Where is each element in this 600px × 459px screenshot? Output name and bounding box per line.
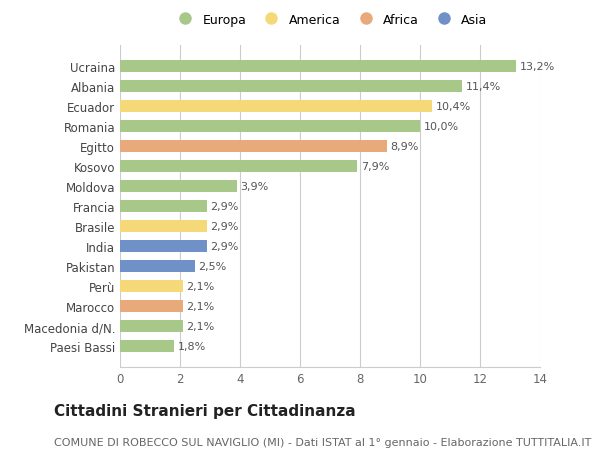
Text: 1,8%: 1,8% bbox=[178, 341, 206, 352]
Text: Cittadini Stranieri per Cittadinanza: Cittadini Stranieri per Cittadinanza bbox=[54, 403, 356, 419]
Text: 2,5%: 2,5% bbox=[199, 262, 227, 272]
Bar bbox=[120, 280, 183, 292]
Text: 3,9%: 3,9% bbox=[241, 182, 269, 191]
Text: 11,4%: 11,4% bbox=[466, 82, 501, 91]
Bar bbox=[120, 121, 420, 133]
Text: 8,9%: 8,9% bbox=[391, 141, 419, 151]
Text: 2,1%: 2,1% bbox=[187, 302, 215, 312]
Bar bbox=[120, 140, 387, 152]
Bar bbox=[120, 180, 237, 192]
Bar bbox=[120, 221, 207, 233]
Bar bbox=[120, 301, 183, 313]
Bar bbox=[120, 241, 207, 252]
Bar bbox=[120, 61, 516, 73]
Bar bbox=[120, 261, 195, 273]
Text: 13,2%: 13,2% bbox=[520, 62, 555, 72]
Text: 2,9%: 2,9% bbox=[211, 241, 239, 252]
Text: 2,9%: 2,9% bbox=[211, 202, 239, 212]
Text: 2,1%: 2,1% bbox=[187, 322, 215, 331]
Bar bbox=[120, 80, 462, 93]
Bar bbox=[120, 161, 357, 173]
Text: 2,9%: 2,9% bbox=[211, 222, 239, 231]
Bar bbox=[120, 341, 174, 353]
Text: 7,9%: 7,9% bbox=[361, 162, 389, 172]
Legend: Europa, America, Africa, Asia: Europa, America, Africa, Asia bbox=[172, 14, 488, 27]
Bar bbox=[120, 101, 432, 112]
Text: 2,1%: 2,1% bbox=[187, 281, 215, 291]
Bar bbox=[120, 320, 183, 333]
Text: 10,4%: 10,4% bbox=[436, 101, 471, 112]
Bar bbox=[120, 201, 207, 213]
Text: COMUNE DI ROBECCO SUL NAVIGLIO (MI) - Dati ISTAT al 1° gennaio - Elaborazione TU: COMUNE DI ROBECCO SUL NAVIGLIO (MI) - Da… bbox=[54, 437, 592, 447]
Text: 10,0%: 10,0% bbox=[424, 122, 459, 132]
